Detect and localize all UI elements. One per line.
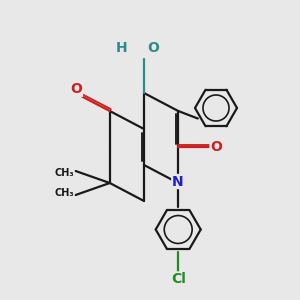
Text: H: H [116,41,127,55]
Text: Cl: Cl [171,272,186,286]
Text: CH₃: CH₃ [54,167,74,178]
Text: O: O [70,82,83,96]
Text: N: N [172,175,183,188]
Text: O: O [147,41,159,55]
Text: CH₃: CH₃ [54,188,74,199]
Text: O: O [210,140,222,154]
